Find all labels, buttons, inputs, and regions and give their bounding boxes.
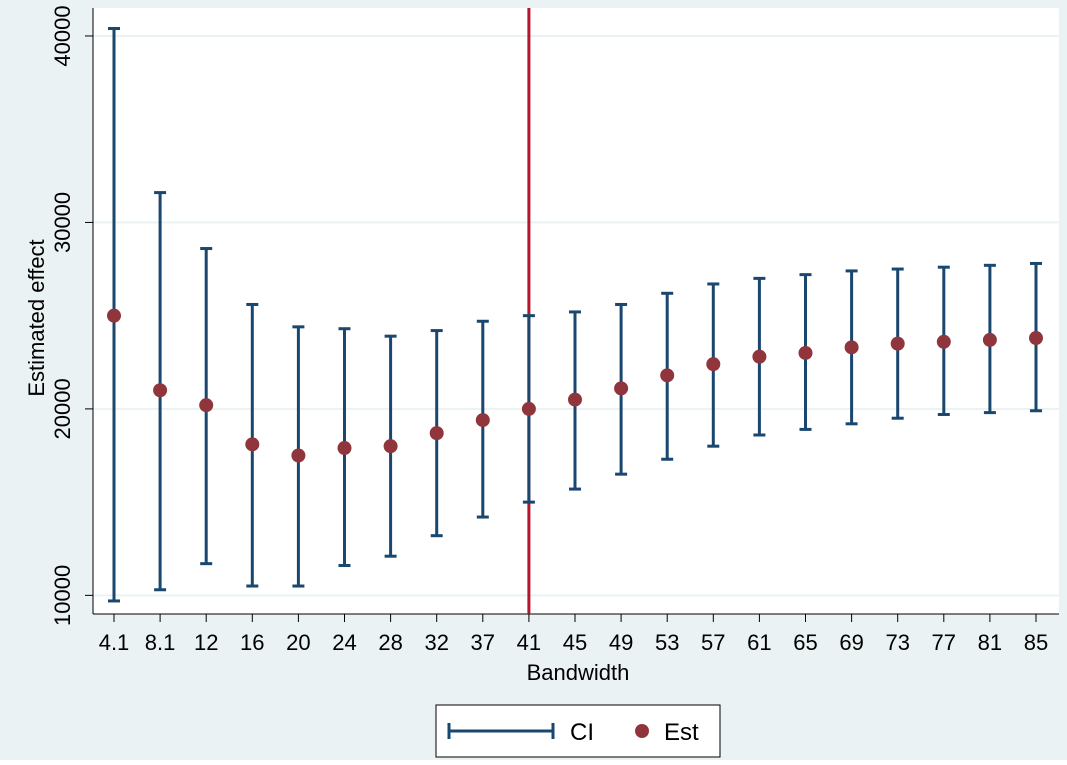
x-tick-label: 32 <box>424 630 448 655</box>
legend-est-label: Est <box>664 719 699 746</box>
y-tick-labels: 10000 20000 30000 40000 <box>50 5 75 626</box>
est-point <box>890 336 905 351</box>
est-point <box>798 345 813 360</box>
x-tick-label: 20 <box>286 630 310 655</box>
x-axis-label: Bandwidth <box>527 660 630 685</box>
est-point <box>982 332 997 347</box>
est-point <box>383 439 398 454</box>
est-point <box>844 340 859 355</box>
y-tick-label: 20000 <box>50 378 75 439</box>
est-point <box>107 308 121 323</box>
x-tick-label: 57 <box>701 630 725 655</box>
x-tick-label: 28 <box>378 630 402 655</box>
x-tick-label: 45 <box>563 630 587 655</box>
x-tick-label: 16 <box>240 630 264 655</box>
x-tick-label: 73 <box>885 630 909 655</box>
x-tick-label: 12 <box>194 630 218 655</box>
x-tick-label: 61 <box>747 630 771 655</box>
est-series <box>107 308 1043 463</box>
est-point <box>199 398 214 413</box>
est-point <box>706 357 721 372</box>
est-point <box>291 448 306 463</box>
x-tick-labels: 4.1 8.1 12 16 20 24 28 32 37 41 45 49 53 57 61 65 69 73 77… <box>99 630 1049 655</box>
legend-est-marker <box>635 724 649 738</box>
est-point <box>614 381 629 396</box>
x-tick-label: 77 <box>932 630 956 655</box>
est-point <box>660 368 675 383</box>
x-tick-label: 53 <box>655 630 679 655</box>
x-tick-label: 41 <box>517 630 541 655</box>
x-tick-label: 85 <box>1024 630 1048 655</box>
est-point <box>568 392 582 407</box>
legend-ci-symbol <box>447 723 555 739</box>
est-point <box>1029 331 1043 346</box>
x-tick-label: 69 <box>839 630 863 655</box>
y-axis-label: Estimated effect <box>24 239 49 396</box>
x-tick-label: 37 <box>471 630 495 655</box>
x-tick-label: 4.1 <box>99 630 130 655</box>
est-point <box>245 437 260 452</box>
legend-ci-label: CI <box>570 719 594 746</box>
x-tick-label: 8.1 <box>145 630 176 655</box>
x-tick-label: 65 <box>793 630 817 655</box>
est-point <box>752 349 767 364</box>
y-tick-label: 10000 <box>50 565 75 626</box>
est-point <box>153 383 168 398</box>
est-point <box>337 441 352 456</box>
y-tick-label: 40000 <box>50 5 75 66</box>
x-tick-label: 81 <box>978 630 1002 655</box>
x-tick-label: 24 <box>332 630 356 655</box>
est-point <box>429 426 444 441</box>
est-point <box>936 334 951 349</box>
legend: CI Est <box>435 704 721 758</box>
x-tick-label: 49 <box>609 630 633 655</box>
est-point <box>475 413 490 428</box>
y-tick-label: 30000 <box>50 192 75 253</box>
axes <box>85 8 1059 622</box>
est-point <box>521 401 536 416</box>
